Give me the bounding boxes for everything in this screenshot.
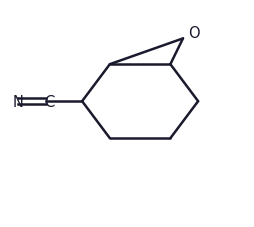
Text: O: O [188, 26, 199, 41]
Text: N: N [12, 95, 23, 110]
Text: C: C [44, 95, 54, 110]
